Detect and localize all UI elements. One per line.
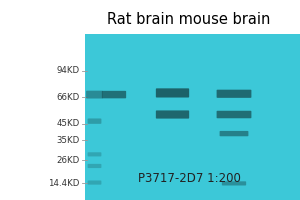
Bar — [85, 34, 300, 200]
Text: 14.4KD: 14.4KD — [48, 179, 80, 188]
FancyBboxPatch shape — [88, 164, 101, 168]
Text: Rat brain mouse brain: Rat brain mouse brain — [107, 12, 271, 27]
Text: 26KD: 26KD — [56, 156, 80, 165]
FancyBboxPatch shape — [217, 111, 251, 118]
Text: 35KD: 35KD — [56, 136, 80, 145]
Text: 66KD: 66KD — [56, 93, 80, 102]
FancyBboxPatch shape — [220, 131, 248, 136]
Text: 94KD: 94KD — [56, 66, 80, 75]
FancyBboxPatch shape — [86, 91, 103, 99]
FancyBboxPatch shape — [217, 90, 251, 98]
Text: P3717-2D7 1:200: P3717-2D7 1:200 — [138, 172, 240, 185]
FancyBboxPatch shape — [88, 180, 101, 185]
FancyBboxPatch shape — [88, 152, 101, 156]
FancyBboxPatch shape — [222, 181, 246, 185]
FancyBboxPatch shape — [102, 91, 126, 98]
FancyBboxPatch shape — [88, 118, 101, 124]
FancyBboxPatch shape — [156, 110, 189, 119]
FancyBboxPatch shape — [156, 88, 189, 98]
Text: 45KD: 45KD — [56, 119, 80, 128]
